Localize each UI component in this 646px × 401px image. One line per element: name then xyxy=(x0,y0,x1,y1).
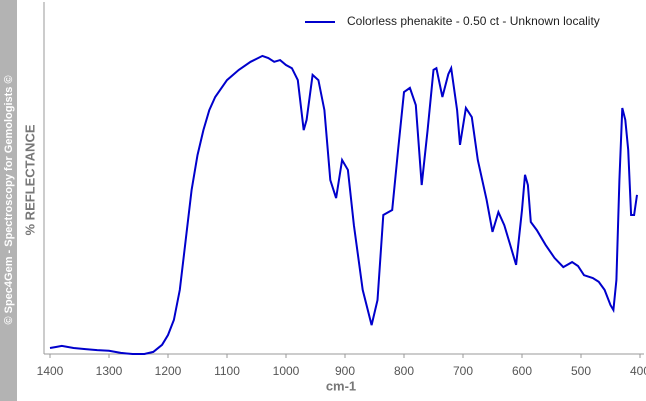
x-tick-label: 900 xyxy=(335,364,355,378)
x-tick-label: 1400 xyxy=(37,364,64,378)
watermark: © Spec4Gem - Spectroscopy for Gemologist… xyxy=(3,75,15,324)
legend-label: Colorless phenakite - 0.50 ct - Unknown … xyxy=(347,14,600,28)
x-tick-label: 400 xyxy=(630,364,646,378)
x-axis-label: cm-1 xyxy=(326,378,356,393)
x-tick-label: 1200 xyxy=(155,364,182,378)
x-tick-label: 600 xyxy=(512,364,532,378)
x-tick-label: 500 xyxy=(571,364,591,378)
x-tick-label: 1100 xyxy=(214,364,240,378)
watermark-band xyxy=(0,0,17,401)
y-axis-label: % REFLECTANCE xyxy=(22,124,37,235)
x-tick-label: 800 xyxy=(394,364,414,378)
x-tick-label: 1000 xyxy=(273,364,300,378)
spectrum-line xyxy=(49,54,638,355)
x-tick-label: 700 xyxy=(453,364,473,378)
x-tick-label: 1300 xyxy=(96,364,123,378)
